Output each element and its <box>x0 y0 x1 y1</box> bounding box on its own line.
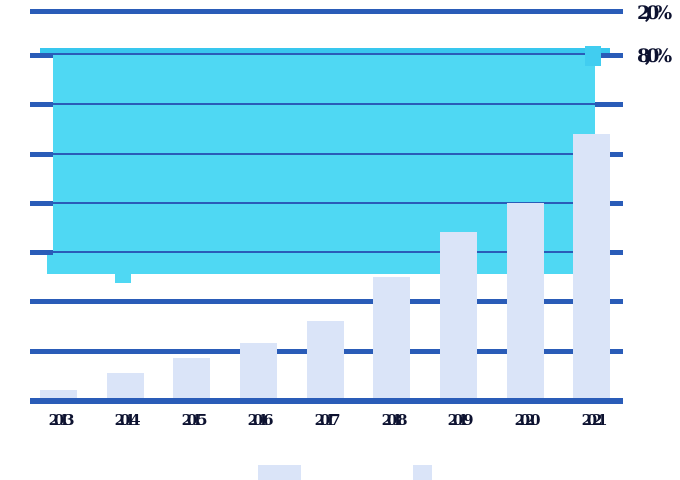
area-series-top-edge <box>40 48 610 53</box>
x-axis-label: 2020 <box>514 411 541 429</box>
gridline-over-area <box>53 153 595 155</box>
bar-2014[interactable] <box>107 373 144 402</box>
value-label-top-line: 2,0% <box>637 2 672 24</box>
area-bottom-notch <box>115 274 131 283</box>
bar-2016[interactable] <box>240 343 277 402</box>
bar-2017[interactable] <box>307 321 344 402</box>
x-axis-label: 2021 <box>581 411 608 429</box>
x-axis-label: 2017 <box>314 411 341 429</box>
x-axis-label: 2019 <box>447 411 474 429</box>
bar-2020[interactable] <box>507 203 544 402</box>
x-axis-label: 2018 <box>381 411 408 429</box>
gridline <box>30 9 623 14</box>
area-left-protrusion <box>47 255 53 274</box>
legend-swatch[interactable] <box>258 465 301 480</box>
gridline-over-area <box>53 202 595 204</box>
gridline <box>30 299 623 304</box>
x-axis-label: 2014 <box>114 411 141 429</box>
bar-2015[interactable] <box>173 358 210 402</box>
value-label-area-series: 8,0% <box>637 45 672 67</box>
x-axis-label: 2016 <box>247 411 274 429</box>
area-series-fill <box>53 55 595 274</box>
x-axis-label: 2015 <box>181 411 208 429</box>
area-series-end-marker[interactable] <box>585 46 601 66</box>
bar-2019[interactable] <box>440 232 477 402</box>
x-axis-label: 2013 <box>48 411 75 429</box>
gridline-over-area <box>53 103 595 105</box>
bar-2021[interactable] <box>573 134 610 402</box>
legend-swatch[interactable] <box>413 465 432 480</box>
bar-2018[interactable] <box>373 277 410 402</box>
gridline-over-area <box>53 251 595 253</box>
x-axis-baseline <box>30 398 623 404</box>
